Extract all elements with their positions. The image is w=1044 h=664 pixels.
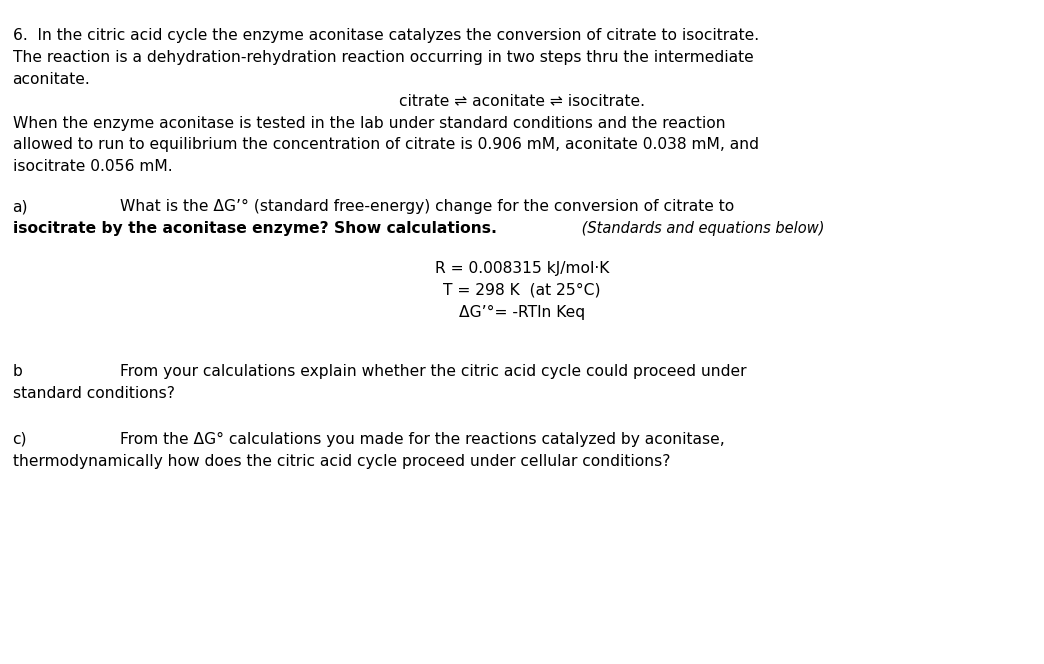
Text: isocitrate 0.056 mM.: isocitrate 0.056 mM.	[13, 159, 172, 175]
Text: ΔG’°= -RTln Keq: ΔG’°= -RTln Keq	[459, 305, 585, 320]
Text: thermodynamically how does the citric acid cycle proceed under cellular conditio: thermodynamically how does the citric ac…	[13, 454, 670, 469]
Text: standard conditions?: standard conditions?	[13, 386, 174, 401]
Text: isocitrate by the aconitase enzyme? Show calculations.: isocitrate by the aconitase enzyme? Show…	[13, 221, 497, 236]
Text: citrate ⇌ aconitate ⇌ isocitrate.: citrate ⇌ aconitate ⇌ isocitrate.	[399, 94, 645, 109]
Text: When the enzyme aconitase is tested in the lab under standard conditions and the: When the enzyme aconitase is tested in t…	[13, 116, 726, 131]
Text: The reaction is a dehydration-rehydration reaction occurring in two steps thru t: The reaction is a dehydration-rehydratio…	[13, 50, 754, 65]
Text: From your calculations explain whether the citric acid cycle could proceed under: From your calculations explain whether t…	[120, 364, 746, 379]
Text: aconitate.: aconitate.	[13, 72, 90, 87]
Text: (Standards and equations below): (Standards and equations below)	[577, 221, 825, 236]
Text: c): c)	[13, 432, 27, 447]
Text: 6.  In the citric acid cycle the enzyme aconitase catalyzes the conversion of ci: 6. In the citric acid cycle the enzyme a…	[13, 28, 759, 43]
Text: From the ΔG° calculations you made for the reactions catalyzed by aconitase,: From the ΔG° calculations you made for t…	[120, 432, 725, 447]
Text: a): a)	[13, 199, 28, 214]
Text: R = 0.008315 kJ/mol·K: R = 0.008315 kJ/mol·K	[434, 261, 610, 276]
Text: T = 298 K  (at 25°C): T = 298 K (at 25°C)	[444, 283, 600, 298]
Text: allowed to run to equilibrium the concentration of citrate is 0.906 mM, aconitat: allowed to run to equilibrium the concen…	[13, 137, 759, 153]
Text: b: b	[13, 364, 22, 379]
Text: What is the ΔG’° (standard free-energy) change for the conversion of citrate to: What is the ΔG’° (standard free-energy) …	[120, 199, 734, 214]
